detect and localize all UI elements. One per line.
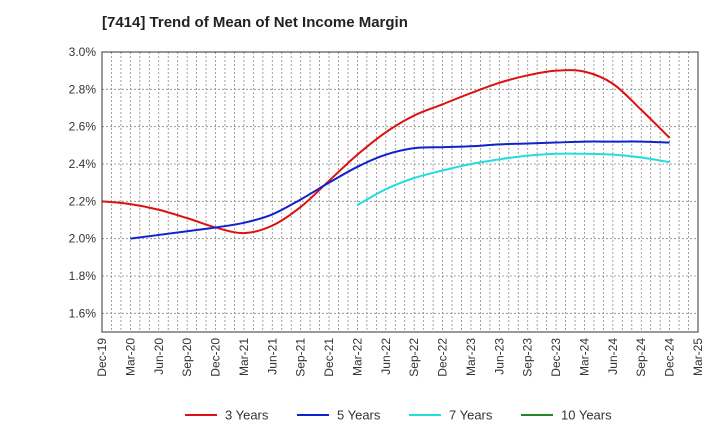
legend-label: 3 Years (225, 408, 269, 423)
x-tick-label: Sep-22 (407, 338, 421, 377)
y-tick-label: 2.0% (69, 232, 97, 246)
y-tick-label: 1.8% (69, 269, 97, 283)
x-tick-label: Mar-23 (464, 338, 478, 376)
x-tick-label: Dec-24 (663, 338, 677, 377)
x-tick-label: Jun-23 (492, 338, 506, 375)
legend-label: 10 Years (561, 408, 612, 423)
y-tick-label: 2.8% (69, 82, 97, 96)
x-tick-label: Mar-22 (350, 338, 364, 376)
y-tick-label: 2.4% (69, 157, 97, 171)
x-tick-label: Jun-24 (606, 338, 620, 375)
x-tick-label: Mar-21 (237, 338, 251, 376)
legend-label: 5 Years (337, 408, 381, 423)
x-tick-label: Dec-19 (95, 338, 109, 377)
x-tick-label: Mar-24 (577, 338, 591, 376)
x-tick-label: Mar-25 (691, 338, 705, 376)
x-axis-ticks: Dec-19 Mar-20 Jun-20 Sep-20 Dec-20 Mar-21 Jun-… (95, 338, 705, 377)
y-tick-label: 2.2% (69, 194, 97, 208)
series-line-5-years (130, 140, 670, 240)
series-layer (101, 69, 671, 240)
y-tick-label: 1.6% (69, 306, 97, 320)
x-tick-label: Jun-22 (379, 338, 393, 375)
y-tick-label: 3.0% (69, 45, 97, 59)
x-tick-label: Mar-20 (123, 338, 137, 376)
grid-lines (102, 52, 698, 332)
x-tick-label: Sep-24 (634, 338, 648, 377)
legend-label: 7 Years (449, 408, 493, 423)
series-line-7-years (356, 152, 670, 206)
x-tick-label: Sep-21 (294, 338, 308, 377)
x-tick-label: Dec-21 (322, 338, 336, 377)
y-tick-label: 2.6% (69, 120, 97, 134)
x-tick-label: Dec-23 (549, 338, 563, 377)
plot-area (102, 52, 698, 332)
x-tick-label: Sep-23 (521, 338, 535, 377)
plot-border (101, 51, 699, 333)
y-axis-ticks: 1.6% 1.8% 2.0% 2.2% 2.4% 2.6% 2.8% 3.0% (69, 45, 97, 320)
legend: 3 Years 5 Years 7 Years 10 Years (185, 408, 612, 423)
x-tick-label: Sep-20 (180, 338, 194, 377)
x-tick-label: Dec-20 (209, 338, 223, 377)
x-tick-label: Jun-21 (265, 338, 279, 375)
x-tick-label: Jun-20 (152, 338, 166, 375)
x-tick-label: Dec-22 (436, 338, 450, 377)
series-line-3-years (101, 69, 671, 235)
chart-title: [7414] Trend of Mean of Net Income Margi… (102, 14, 408, 31)
